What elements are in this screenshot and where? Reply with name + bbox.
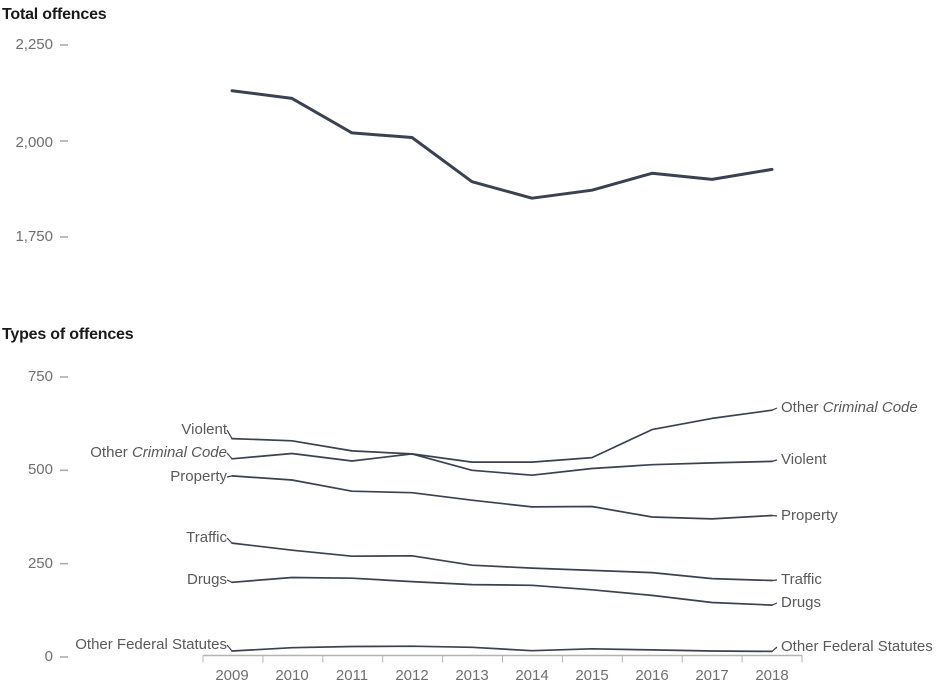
label-text: Other	[781, 399, 823, 416]
xtick-2014: 2014	[515, 667, 549, 684]
line-property	[231, 475, 773, 520]
leader-right-drugs	[771, 602, 778, 606]
leader-left-other-criminal-code	[226, 452, 233, 460]
xtick-2011: 2011	[335, 667, 369, 684]
label-text: Property	[170, 468, 227, 485]
xtick-2015: 2015	[575, 667, 609, 684]
ytick-2250: 2,250	[15, 36, 53, 53]
label-text: Property	[781, 507, 838, 524]
series-label-left-other-federal-statutes: Other Federal Statutes	[17, 636, 227, 654]
xtick-2016: 2016	[635, 667, 669, 684]
ytick-500: 500	[27, 461, 53, 478]
series-label-right-other-criminal-code: Other Criminal Code	[781, 399, 918, 417]
xtick-2017: 2017	[695, 667, 729, 684]
xtick-2010: 2010	[275, 667, 309, 684]
leader-left-traffic	[226, 537, 233, 544]
label-text: Violent	[181, 421, 227, 438]
leader-right-violent	[771, 459, 778, 462]
xtick-2018: 2018	[755, 667, 789, 684]
series-label-left-other-criminal-code: Other Criminal Code	[17, 444, 227, 462]
label-text: Traffic	[186, 529, 227, 546]
label-text: Other Federal Statutes	[781, 638, 933, 655]
label-italic: Criminal Code	[822, 399, 918, 416]
series-label-left-traffic: Traffic	[17, 529, 227, 547]
line-violent	[231, 437, 773, 477]
ytick-250: 250	[27, 555, 53, 572]
types-of-offences-title: Types of offences	[2, 326, 134, 343]
leader-right-other-federal-statutes	[771, 646, 778, 652]
line-traffic	[231, 542, 773, 582]
leader-left-other-federal-statutes	[226, 644, 233, 652]
ytick-1750: 1,750	[15, 228, 53, 245]
line-drugs	[231, 576, 773, 606]
series-label-left-drugs: Drugs	[17, 571, 227, 589]
series-label-left-violent: Violent	[17, 421, 227, 439]
leader-left-property	[226, 475, 233, 478]
series-label-left-property: Property	[17, 468, 227, 486]
line-other-federal-statutes	[231, 645, 773, 653]
leader-left-violent	[226, 429, 233, 439]
label-text: Violent	[781, 451, 827, 468]
xtick-2013: 2013	[455, 667, 489, 684]
series-label-right-violent: Violent	[781, 451, 827, 469]
ytick-0: 0	[44, 648, 53, 665]
total-offences-title: Total offences	[2, 6, 107, 23]
total-offences-line	[230, 89, 774, 200]
xtick-2012: 2012	[395, 667, 429, 684]
leader-left-drugs	[226, 579, 233, 583]
label-text: Drugs	[781, 594, 822, 611]
label-text: Other	[90, 444, 132, 461]
label-text: Traffic	[781, 571, 822, 588]
ytick-2000: 2,000	[15, 134, 53, 151]
line-other-criminal-code	[231, 409, 773, 463]
label-text: Drugs	[186, 571, 227, 588]
label-italic: Criminal Code	[131, 444, 227, 461]
series-label-right-property: Property	[781, 507, 838, 525]
series-label-right-traffic: Traffic	[781, 571, 822, 589]
series-label-right-drugs: Drugs	[781, 594, 821, 612]
leader-right-other-criminal-code	[771, 407, 778, 411]
series-label-right-other-federal-statutes: Other Federal Statutes	[781, 638, 933, 656]
xtick-2009: 2009	[215, 667, 249, 684]
label-text: Other Federal Statutes	[75, 636, 227, 653]
ytick-750: 750	[27, 368, 53, 385]
